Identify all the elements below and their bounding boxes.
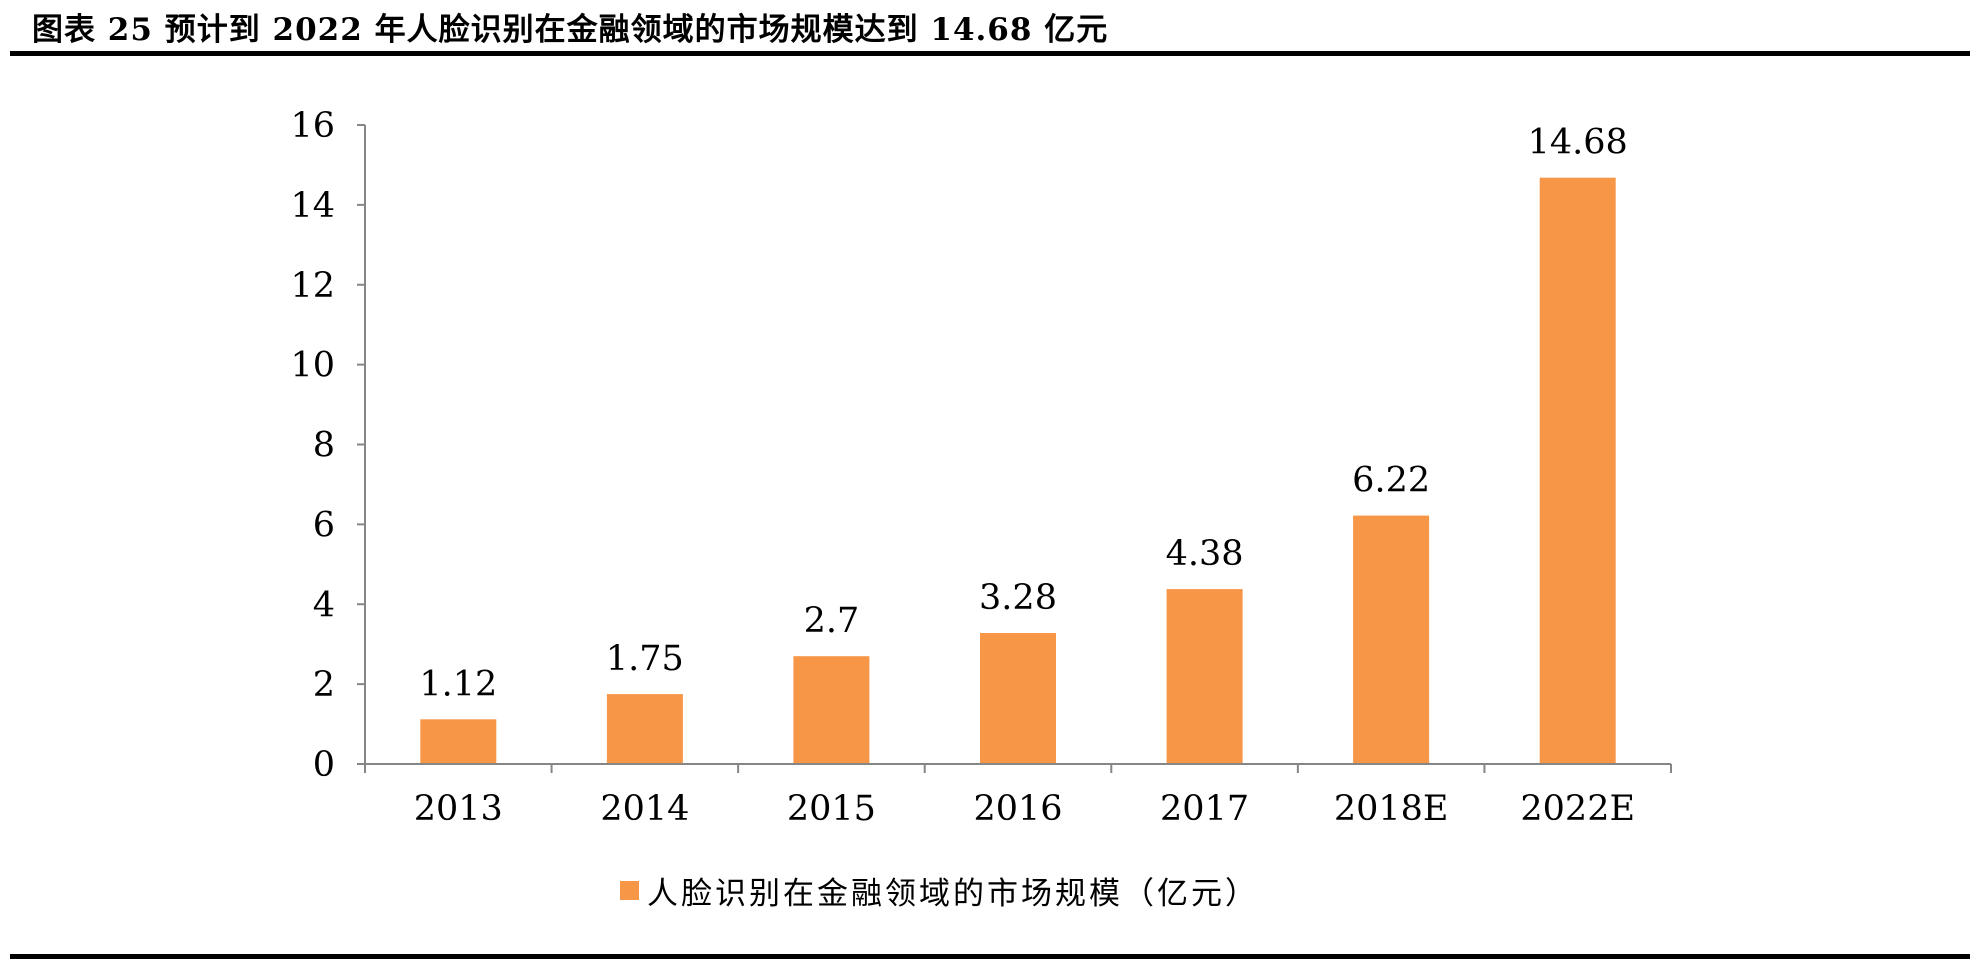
legend-swatch	[620, 881, 639, 900]
legend: 人脸识别在金融领域的市场规模（亿元）	[620, 868, 1259, 913]
bar-2015	[793, 656, 870, 764]
y-tick-label-10: 10	[290, 346, 335, 386]
top-rule	[10, 51, 1970, 56]
x-tick-label-2017: 2017	[1160, 789, 1249, 829]
y-tick-label-16: 16	[290, 106, 335, 146]
x-tick-label-2022E: 2022E	[1520, 789, 1635, 829]
y-tick-label-6: 6	[313, 505, 335, 545]
y-tick-label-8: 8	[313, 426, 335, 466]
bar-2017	[1166, 589, 1243, 764]
bar-2018E	[1353, 515, 1430, 764]
y-tick-label-0: 0	[313, 745, 335, 785]
x-tick-label-2014: 2014	[600, 789, 689, 829]
data-label-2016: 3.28	[979, 578, 1057, 618]
figure-title: 图表 25 预计到 2022 年人脸识别在金融领域的市场规模达到 14.68 亿…	[32, 12, 1109, 48]
x-tick-label-2016: 2016	[973, 789, 1062, 829]
data-label-2013: 1.12	[419, 664, 497, 704]
data-label-2015: 2.7	[804, 601, 860, 641]
bar-2022E	[1539, 177, 1616, 764]
x-tick-label-2018E: 2018E	[1334, 789, 1449, 829]
bottom-rule	[10, 954, 1970, 959]
data-label-2017: 4.38	[1166, 534, 1244, 574]
x-tick-label-2015: 2015	[787, 789, 876, 829]
legend-label: 人脸识别在金融领域的市场规模（亿元）	[647, 876, 1259, 912]
y-tick-label-4: 4	[313, 585, 335, 625]
x-tick-label-2013: 2013	[414, 789, 503, 829]
bar-2014	[606, 694, 683, 764]
y-tick-label-2: 2	[313, 665, 335, 705]
y-tick-label-12: 12	[290, 266, 335, 306]
bar-2016	[980, 633, 1056, 764]
data-label-2014: 1.75	[606, 639, 684, 679]
data-label-2022E: 14.68	[1528, 123, 1628, 163]
y-tick-label-14: 14	[290, 186, 335, 226]
data-label-2018E: 6.22	[1352, 461, 1430, 501]
bar-2013	[420, 719, 497, 764]
